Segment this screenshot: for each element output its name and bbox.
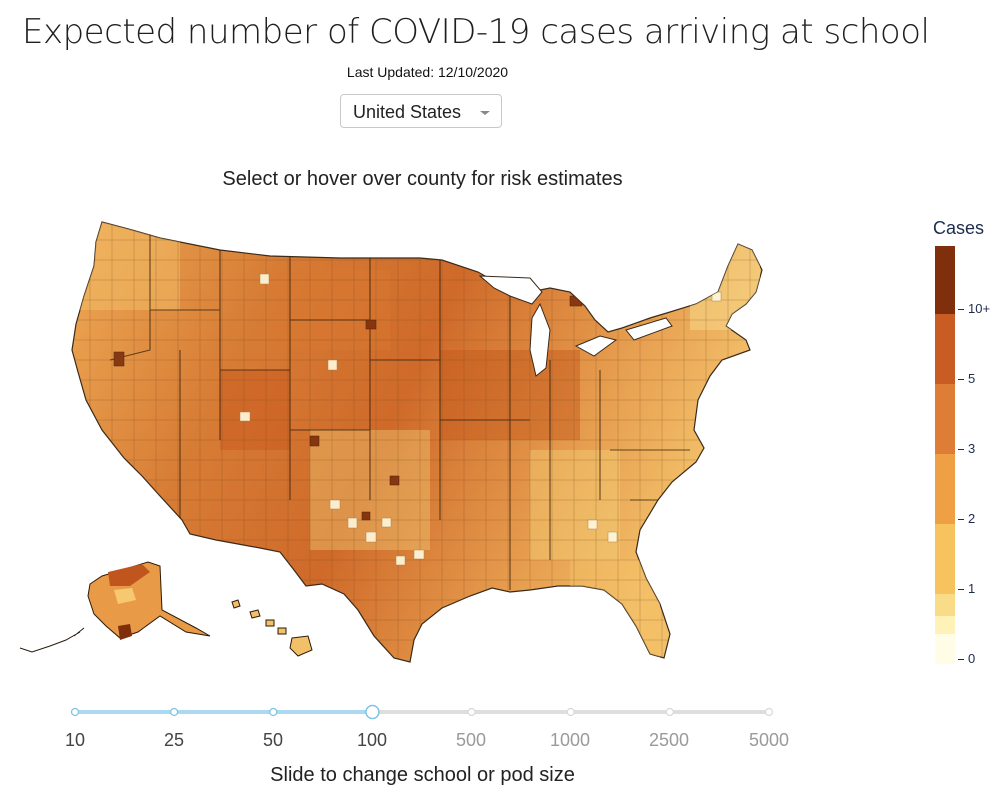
hawaii[interactable] (231, 599, 313, 657)
slider-label[interactable]: 500 (455, 730, 487, 750)
colorbar-tick-label: 1 (958, 581, 975, 596)
slider-label[interactable]: 2500 (648, 730, 690, 750)
colorbar-tick-label: 3 (958, 441, 975, 456)
slider-step-dot[interactable] (170, 707, 179, 717)
colorbar-tick-label: 5 (958, 371, 975, 386)
colorbar-tick-label: 10+ (958, 301, 990, 316)
slider-step-dot[interactable] (269, 707, 278, 717)
slider-label[interactable]: 50 (262, 730, 284, 750)
slider-label[interactable]: 1000 (549, 730, 591, 750)
slider-handle[interactable] (365, 704, 380, 720)
chevron-down-icon (480, 111, 490, 115)
last-updated: Last Updated: 12/10/2020 (346, 64, 509, 80)
region-dropdown[interactable]: United States (340, 94, 502, 128)
great-lakes (478, 275, 673, 377)
colorbar-title: Cases (933, 218, 985, 238)
slider-step-dot[interactable] (467, 707, 476, 717)
slider-step-dot[interactable] (764, 707, 774, 717)
page-title: Expected number of COVID-19 cases arrivi… (22, 12, 930, 52)
slider-step-dot[interactable] (70, 707, 80, 717)
colorbar-band (935, 384, 955, 454)
slider-label[interactable]: 25 (163, 730, 185, 750)
county-choropleth-map[interactable] (10, 200, 780, 680)
colorbar-band (935, 454, 955, 524)
colorbar-tick-label: 2 (958, 511, 975, 526)
slider-label[interactable]: 10 (64, 730, 86, 750)
map-subtitle: Select or hover over county for risk est… (222, 168, 623, 190)
colorbar-band (935, 524, 955, 594)
slider-label[interactable]: 5000 (748, 730, 790, 750)
slider-step-dot[interactable] (665, 707, 674, 717)
colorbar-band (935, 314, 955, 384)
colorbar-band (935, 594, 955, 616)
school-size-slider[interactable] (60, 700, 800, 800)
contiguous-us[interactable] (70, 220, 770, 670)
slider-caption: Slide to change school or pod size (270, 764, 575, 786)
colorbar-band (935, 616, 955, 634)
colorbar-band (935, 246, 955, 314)
colorbar (935, 246, 955, 664)
colorbar-band (935, 634, 955, 664)
alaska[interactable] (19, 561, 211, 653)
region-dropdown-value: United States (353, 102, 462, 122)
colorbar-tick-label: 0 (958, 651, 975, 666)
slider-label[interactable]: 100 (356, 730, 388, 750)
slider-step-dot[interactable] (566, 707, 575, 717)
